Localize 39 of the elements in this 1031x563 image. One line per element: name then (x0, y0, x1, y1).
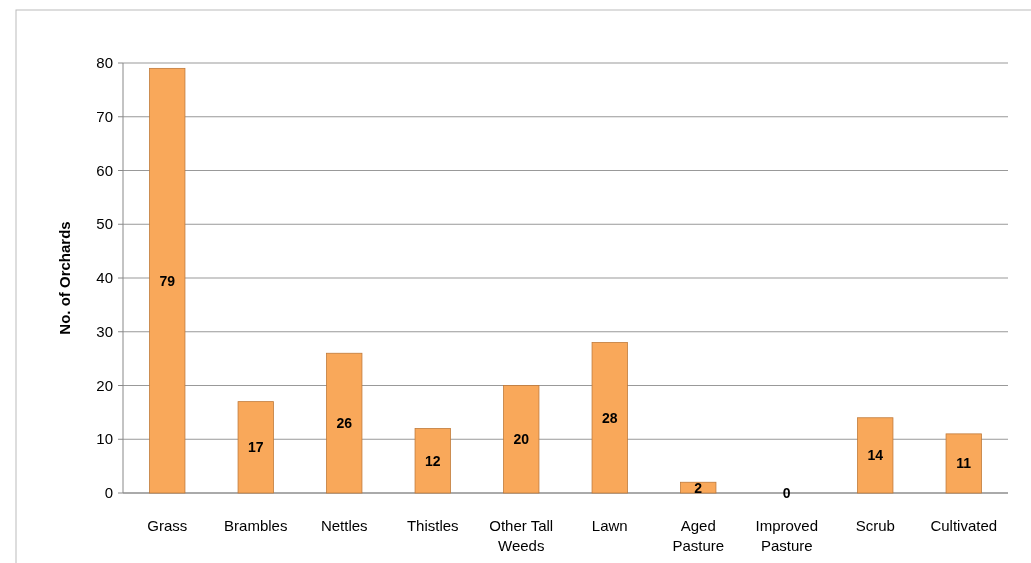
x-tick-label: Cultivated (930, 517, 998, 534)
y-tick-label: 80 (96, 54, 113, 71)
x-tick-label: Aged Pasture (672, 517, 725, 554)
x-tick-label: Other Tall Weeds (489, 517, 554, 554)
data-label: 20 (513, 431, 530, 448)
y-tick-label: 50 (96, 215, 113, 233)
x-tick-label: Nettles (320, 517, 368, 534)
data-label: 14 (867, 447, 884, 464)
bar (945, 433, 982, 494)
y-tick-label: 70 (96, 107, 113, 125)
bar (326, 352, 363, 494)
data-label: 2 (694, 479, 703, 496)
y-axis-title: No. of Orchards (56, 221, 73, 335)
y-tick-label: 20 (96, 376, 113, 394)
data-label: 79 (159, 272, 176, 289)
data-label: 11 (956, 455, 972, 472)
y-tick-label: 10 (96, 430, 113, 448)
y-tick-label: 0 (104, 484, 113, 501)
y-tick-label: 30 (96, 322, 113, 340)
bar (237, 401, 274, 494)
data-label: 17 (247, 439, 264, 456)
x-tick-label: Lawn (591, 517, 628, 534)
data-label: 28 (601, 409, 618, 426)
bar (591, 342, 628, 494)
x-tick-label: Brambles (224, 517, 288, 534)
x-tick-label: Grass (147, 517, 188, 534)
data-label: 12 (424, 452, 441, 469)
bar (680, 481, 717, 494)
data-label: 26 (336, 415, 353, 432)
y-tick-label: 60 (96, 161, 113, 179)
data-label: 0 (782, 485, 791, 501)
bar (414, 428, 451, 494)
x-tick-label: Scrub (855, 517, 895, 534)
bar (503, 385, 540, 494)
bar (857, 417, 894, 494)
bar (149, 67, 186, 494)
x-tick-label: Improved Pasture (755, 517, 819, 554)
x-tick-label: Thistles (406, 517, 459, 534)
y-tick-label: 40 (96, 269, 113, 286)
